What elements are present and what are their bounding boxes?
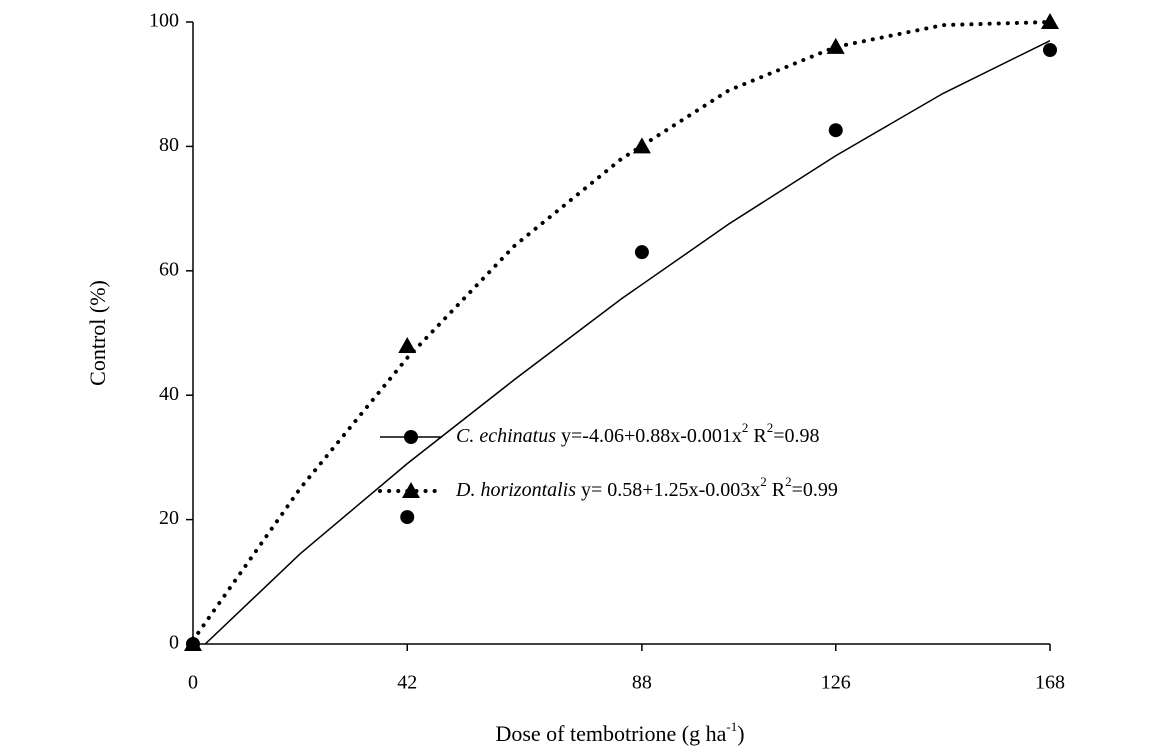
- superscript: 2: [760, 474, 767, 489]
- x-tick-label: 88: [632, 672, 652, 694]
- y-tick-label: 40: [159, 383, 179, 405]
- legend-label: D. horizontalis y= 0.58+1.25x-0.003x2 R2…: [455, 474, 838, 501]
- y-tick-label: 20: [159, 507, 179, 529]
- text-run: =0.98: [773, 425, 819, 447]
- point: [1041, 13, 1059, 29]
- point: [826, 37, 845, 54]
- superscript: -1: [726, 719, 737, 734]
- y-axis-label: Control (%): [85, 280, 110, 386]
- y-tick-label: 100: [149, 10, 179, 32]
- text-run: R: [748, 425, 767, 447]
- point: [828, 123, 843, 138]
- point: [184, 635, 202, 651]
- y-tick-label: 80: [159, 134, 179, 156]
- legend-label: C. echinatus y=-4.06+0.88x-0.001x2 R2=0.…: [456, 420, 820, 447]
- superscript: 2: [785, 474, 792, 489]
- point: [398, 337, 417, 354]
- fit-line: [191, 20, 1052, 643]
- fit-line: [204, 39, 1051, 645]
- text-run: =0.99: [792, 479, 838, 501]
- y-tick-label: 60: [159, 258, 179, 280]
- y-tick-label: 0: [169, 632, 179, 654]
- text-run: ): [737, 721, 744, 746]
- point: [1043, 42, 1057, 57]
- x-tick-label: 168: [1035, 672, 1065, 694]
- legend-name: C. echinatus: [456, 425, 556, 447]
- x-tick-label: 126: [821, 672, 851, 694]
- point: [632, 137, 651, 154]
- text-run: R: [767, 479, 786, 501]
- legend-marker: [402, 482, 420, 498]
- superscript: 2: [742, 420, 749, 435]
- text-run: Dose of tembotrione (g ha: [495, 721, 726, 746]
- text-run: y=-4.06+0.88x-0.001x: [561, 425, 742, 447]
- legend-marker: [404, 430, 418, 444]
- x-tick-label: 0: [188, 672, 198, 694]
- point: [634, 245, 649, 260]
- point: [400, 510, 415, 525]
- x-axis-label: Dose of tembotrione (g ha-1): [495, 719, 744, 746]
- x-tick-label: 42: [397, 672, 417, 694]
- legend-name: D. horizontalis: [455, 479, 576, 501]
- superscript: 2: [767, 420, 774, 435]
- text-run: y= 0.58+1.25x-0.003x: [581, 479, 760, 501]
